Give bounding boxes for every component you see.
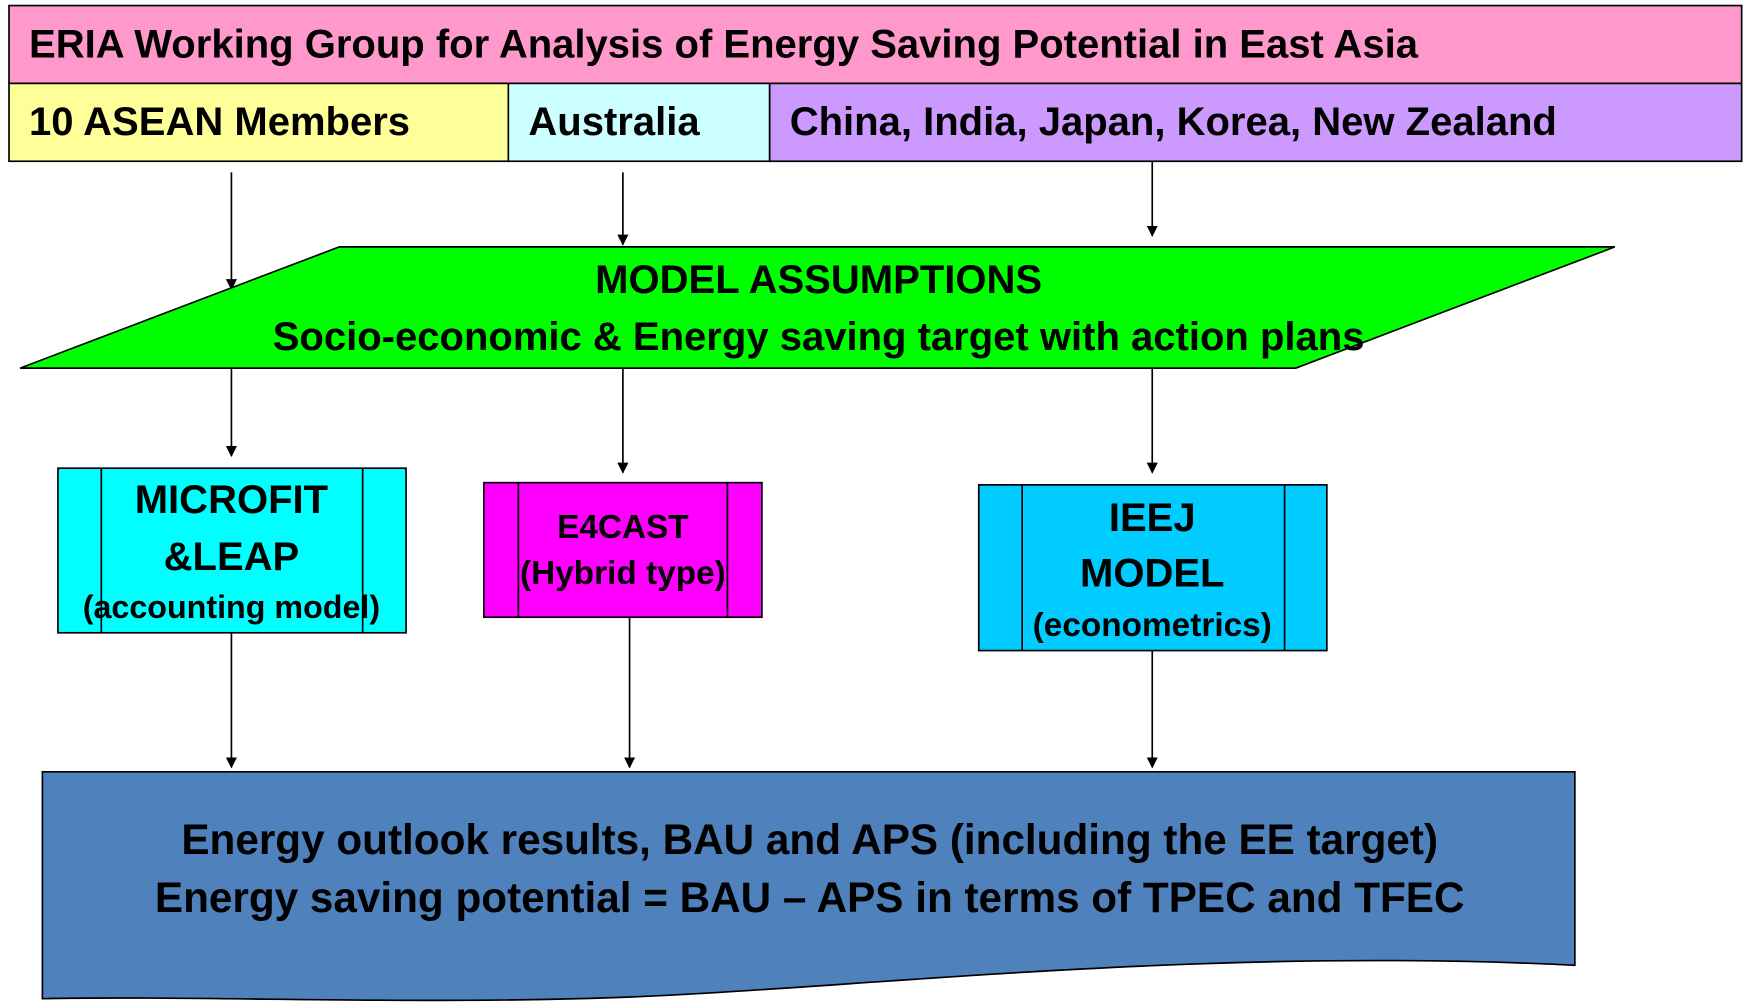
assumptions-title: MODEL ASSUMPTIONS xyxy=(595,258,1042,302)
model-name: MICROFIT xyxy=(135,478,329,522)
group-label: Australia xyxy=(528,100,700,144)
output-line: Energy saving potential = BAU – APS in t… xyxy=(155,874,1465,921)
group-label: China, India, Japan, Korea, New Zealand xyxy=(790,100,1557,144)
header-title: ERIA Working Group for Analysis of Energ… xyxy=(29,22,1419,66)
model-box xyxy=(483,481,763,619)
model-name: IEEJ xyxy=(1109,496,1196,540)
output-line: Energy outlook results, BAU and APS (inc… xyxy=(181,816,1438,863)
group-box xyxy=(8,82,510,163)
header-box xyxy=(8,4,1743,85)
group-box xyxy=(507,82,771,163)
model-name: MODEL xyxy=(1080,552,1224,596)
group-box xyxy=(768,82,1743,163)
assumptions-shape xyxy=(19,246,1616,369)
model-note: (econometrics) xyxy=(1033,607,1272,644)
group-label: 10 ASEAN Members xyxy=(29,100,410,144)
assumptions-subtitle: Socio-economic & Energy saving target wi… xyxy=(273,315,1365,359)
model-note: (Hybrid type) xyxy=(520,555,726,592)
model-name: E4CAST xyxy=(557,509,689,546)
output-shape xyxy=(41,770,1576,1002)
model-name: &LEAP xyxy=(164,535,300,579)
model-box xyxy=(977,484,1328,652)
model-note: (accounting model) xyxy=(83,589,380,625)
